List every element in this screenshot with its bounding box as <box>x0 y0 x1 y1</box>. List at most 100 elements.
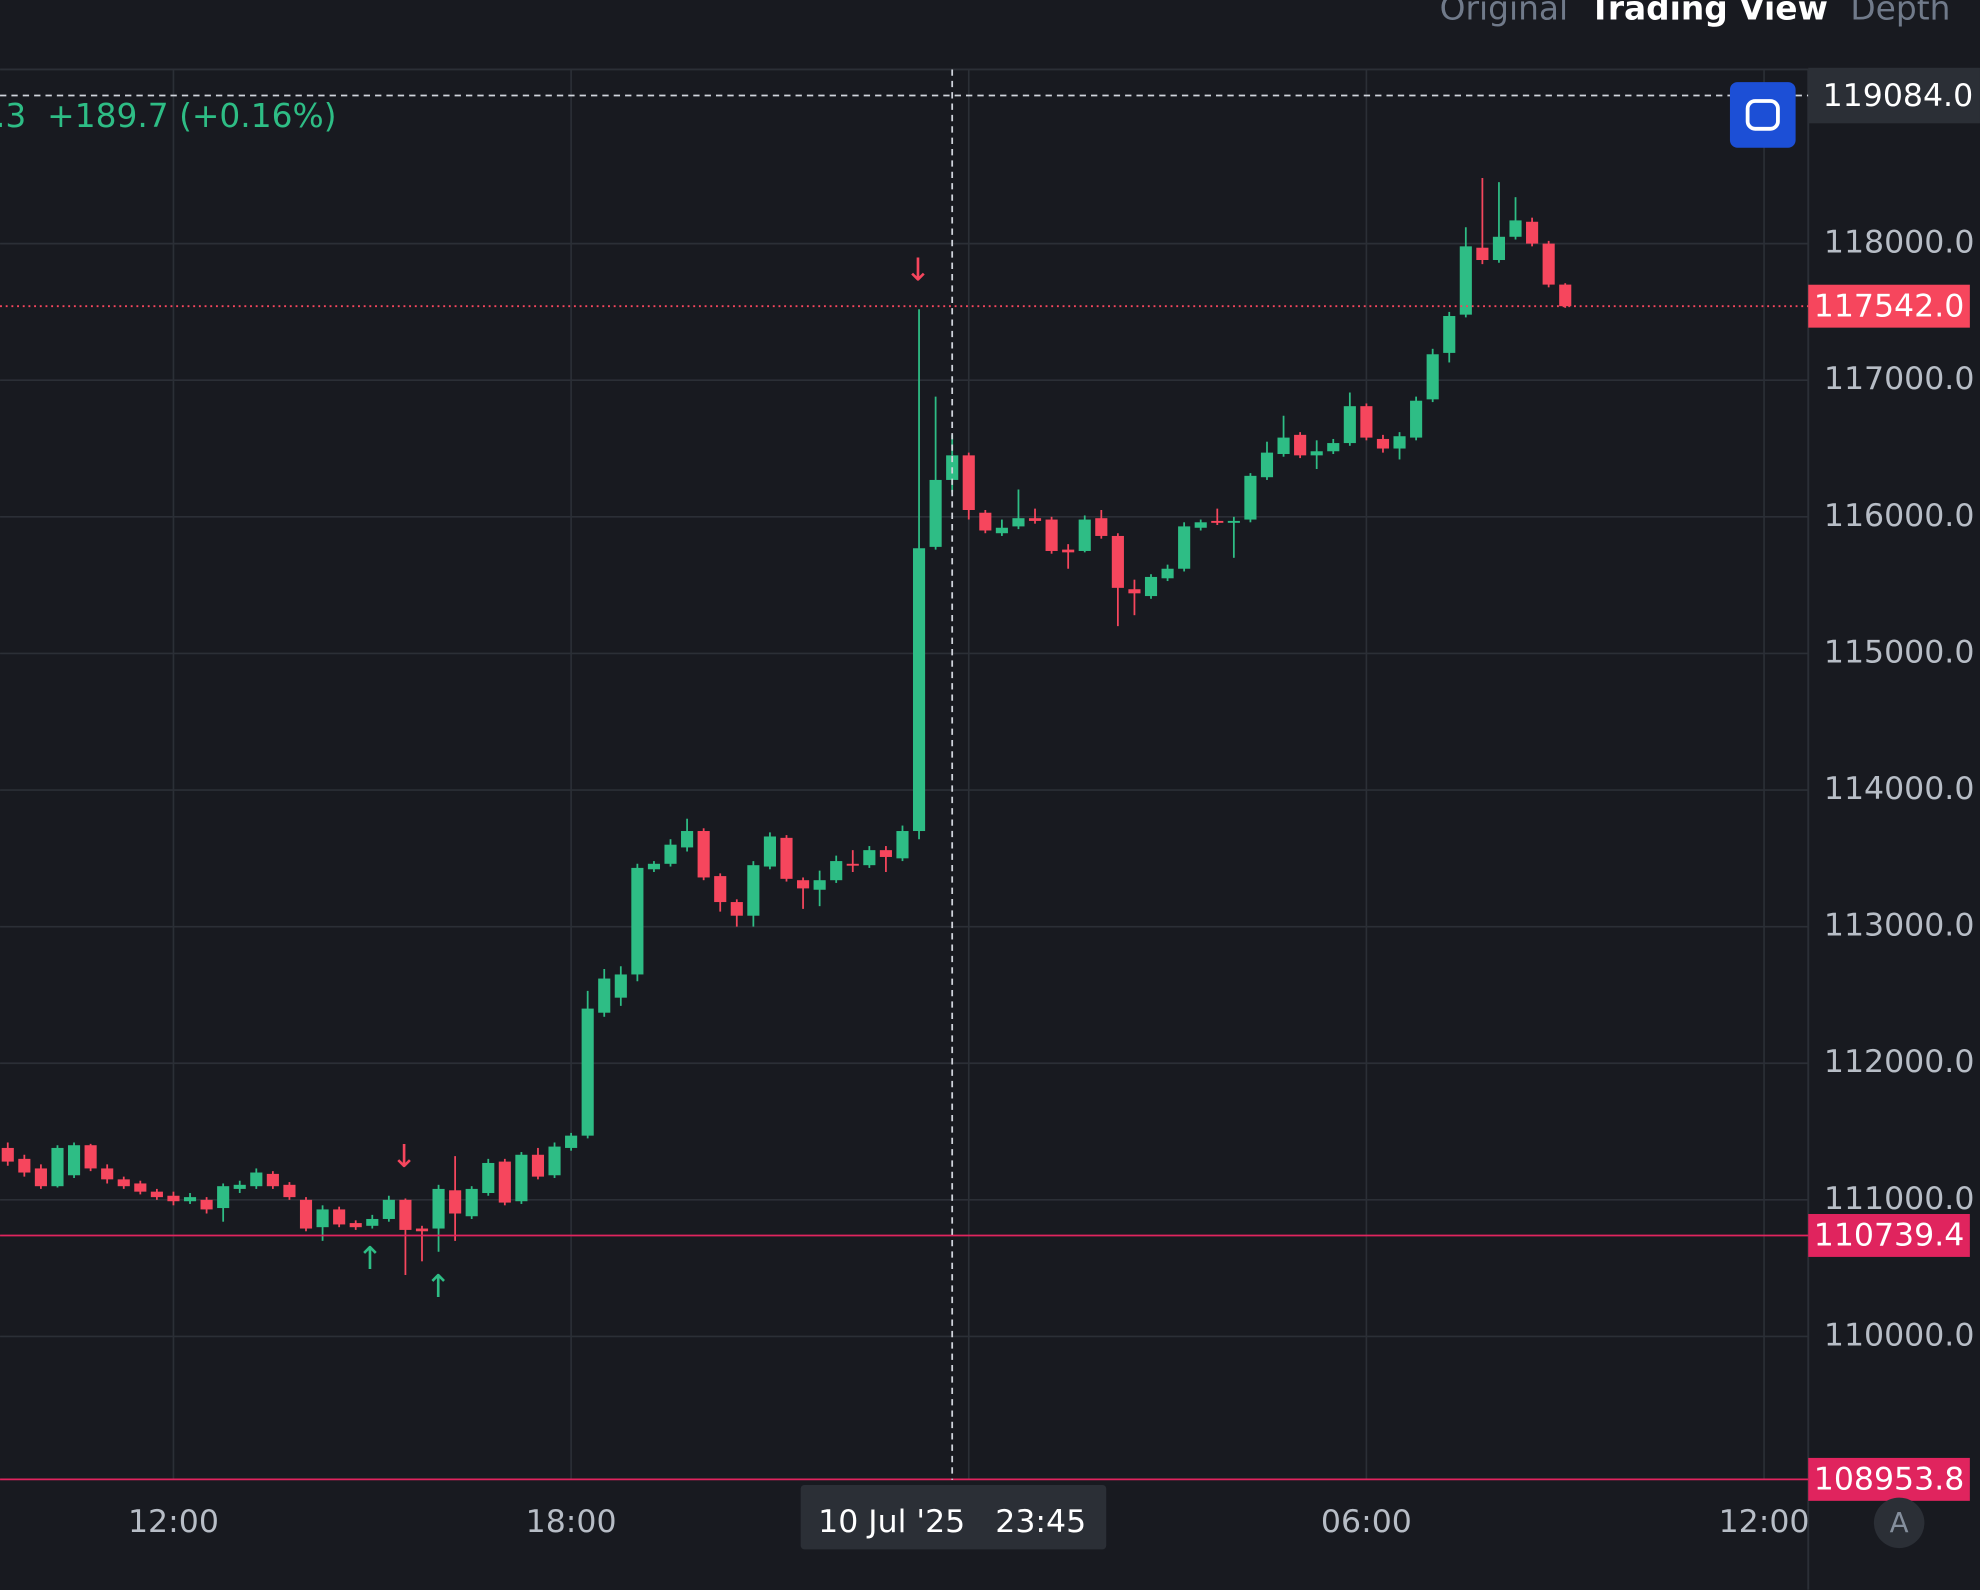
candle-body <box>316 1209 329 1228</box>
candle-body <box>763 836 776 867</box>
candle-body <box>117 1179 130 1187</box>
candle-body <box>183 1197 197 1202</box>
candle-body <box>465 1188 478 1217</box>
candle-body <box>217 1186 230 1209</box>
candle-body <box>846 863 859 866</box>
candle-body <box>84 1145 97 1169</box>
candle-body <box>1393 436 1406 449</box>
tab-trading-view[interactable]: Trading View <box>1589 0 1828 28</box>
tab-original[interactable]: Original <box>1440 0 1568 28</box>
candle-body <box>250 1172 263 1187</box>
candle-body <box>1443 316 1456 353</box>
candle-body <box>1045 519 1058 551</box>
candle-body <box>1012 518 1025 527</box>
candle-body <box>1211 520 1224 523</box>
auto-scale-label[interactable]: A <box>1890 1506 1909 1539</box>
candle-body <box>1260 452 1274 478</box>
candle-body <box>1310 451 1323 456</box>
y-tick-label: 110000.0 <box>1824 1317 1975 1353</box>
candle-body <box>34 1168 47 1187</box>
signal-markers: ↓ ↓ ↑ ↑ <box>357 252 931 1304</box>
auto-scale-button[interactable] <box>1873 1497 1925 1549</box>
candle-body <box>200 1199 213 1210</box>
price-label: 117542.0 <box>1814 288 1965 324</box>
candle-body <box>1095 518 1108 536</box>
candle-body <box>962 455 975 510</box>
candle-body <box>1360 406 1373 438</box>
candle-body <box>51 1147 64 1187</box>
candle-body <box>797 880 810 889</box>
candle-body <box>1 1147 14 1162</box>
grid <box>0 69 1809 1480</box>
crosshair-price-label: 119084.0 <box>1823 78 1974 114</box>
candle-body <box>614 974 627 998</box>
candle-body <box>349 1223 362 1228</box>
crosshair-price-bg <box>1808 67 1980 124</box>
candle-body <box>598 978 611 1013</box>
price-label-bg <box>1808 1213 1970 1257</box>
candle-body <box>1128 589 1141 594</box>
candle-body <box>1227 520 1240 523</box>
candle-body <box>299 1199 313 1229</box>
y-tick-label: 116000.0 <box>1824 498 1975 534</box>
legend-text: .3 +189.7 (+0.16%) <box>0 97 337 135</box>
candle-body <box>482 1162 495 1194</box>
overlay: 110000.0 111000.0 112000.0 113000.0 114000.0… <box>0 67 1980 1550</box>
candle-body <box>664 844 677 864</box>
candle-body <box>780 837 793 879</box>
candle-body <box>382 1199 395 1219</box>
candle-body <box>531 1154 545 1177</box>
y-tick-label: 117000.0 <box>1824 361 1975 397</box>
candle-body <box>1559 284 1572 307</box>
sell-signal: ↓ <box>391 1139 417 1175</box>
candle-body <box>1410 400 1423 438</box>
tab-depth[interactable]: Depth <box>1850 0 1950 28</box>
candle-body <box>167 1195 180 1202</box>
y-tick-label: 112000.0 <box>1824 1044 1975 1080</box>
button-icon[interactable] <box>1745 99 1780 131</box>
price-label: 110739.4 <box>1814 1218 1965 1254</box>
plot <box>1 178 1572 1275</box>
candle-body <box>1144 576 1158 597</box>
candle-body <box>995 527 1008 534</box>
candle-body <box>1078 519 1091 551</box>
y-tick-label: 115000.0 <box>1824 634 1975 670</box>
candle-body <box>1062 549 1075 553</box>
candle-body <box>830 861 843 881</box>
price-label: 108953.8 <box>1814 1462 1965 1498</box>
candle-body <box>366 1218 379 1226</box>
candle-body <box>1111 535 1124 588</box>
candle-body <box>1277 437 1290 454</box>
candle-body <box>67 1145 81 1176</box>
candle-body <box>681 831 694 848</box>
candle-body <box>863 850 876 866</box>
button-bg[interactable] <box>1729 82 1796 148</box>
buy-signal: ↑ <box>425 1269 451 1305</box>
candle-body <box>1028 518 1042 521</box>
candle-body <box>929 479 942 547</box>
y-tick-label: 113000.0 <box>1824 908 1975 944</box>
candle-body <box>432 1188 445 1229</box>
candle-body <box>565 1135 578 1148</box>
candle-body <box>150 1191 163 1198</box>
candle-body <box>912 548 926 832</box>
x-tick-label: 12:00 <box>1719 1504 1810 1540</box>
candle-body <box>333 1209 346 1225</box>
candle-body <box>879 850 892 857</box>
candle-body <box>399 1199 412 1230</box>
candle-body <box>1476 247 1489 261</box>
candle-body <box>581 1008 594 1136</box>
candle-body <box>415 1228 429 1232</box>
candle-body <box>747 865 760 916</box>
candle-body <box>1376 438 1390 449</box>
y-tick-label: 114000.0 <box>1824 771 1975 807</box>
candle-body <box>498 1161 511 1203</box>
candle-body <box>266 1173 279 1187</box>
candle-body <box>1426 354 1439 400</box>
candle-body <box>18 1158 31 1173</box>
candle-body <box>1459 246 1472 315</box>
candle-body <box>449 1190 462 1214</box>
screenshot-button[interactable] <box>1729 82 1796 148</box>
candle-body <box>515 1154 528 1202</box>
